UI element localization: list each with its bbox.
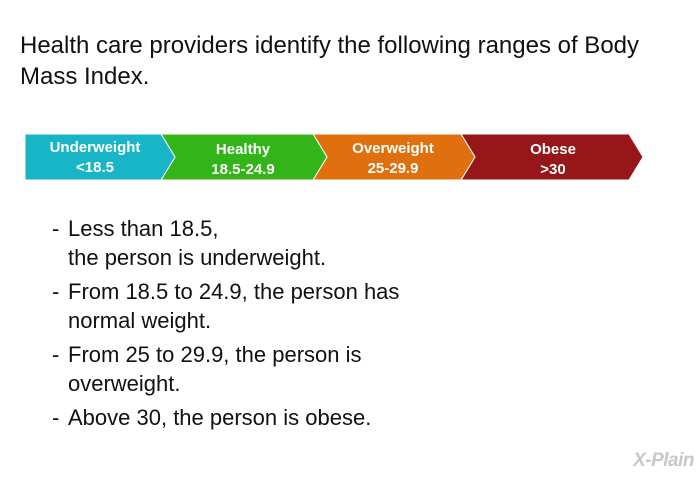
bullet-dash: -: [52, 405, 60, 430]
bullet-underweight: - Less than 18.5, the person is underwei…: [52, 214, 492, 272]
segment-underweight-range: <18.5: [76, 159, 114, 176]
bullet-text-line: Above 30, the person is obese.: [68, 405, 372, 430]
bullet-dash: -: [52, 279, 60, 304]
segment-overweight-name: Overweight: [352, 140, 434, 157]
bmi-range-explanations: - Less than 18.5, the person is underwei…: [52, 214, 492, 437]
segment-overweight-range: 25-29.9: [368, 160, 419, 177]
bullet-text-line: the person is underweight.: [68, 245, 327, 270]
bullet-text-line: From 25 to 29.9, the person is: [68, 342, 362, 367]
bullet-dash: -: [52, 216, 60, 241]
bullet-text-line: normal weight.: [68, 308, 212, 333]
bmi-range-arrow-graphic: Underweight <18.5 Healthy 18.5-24.9 Over…: [25, 134, 644, 180]
segment-healthy-range: 18.5-24.9: [211, 161, 274, 178]
segment-obese-name: Obese: [530, 141, 576, 158]
segment-underweight-name: Underweight: [50, 139, 141, 156]
bullet-obese: - Above 30, the person is obese.: [52, 403, 492, 432]
segment-obese-range: >30: [540, 161, 565, 178]
bullet-overweight: - From 25 to 29.9, the person is overwei…: [52, 340, 492, 398]
bullet-dash: -: [52, 342, 60, 367]
bullet-healthy: - From 18.5 to 24.9, the person has norm…: [52, 277, 492, 335]
x-plain-logo: X-Plain: [633, 450, 694, 471]
bullet-text-line: Less than 18.5,: [68, 216, 219, 241]
intro-text: Health care providers identify the follo…: [20, 32, 640, 90]
segment-underweight: [25, 134, 176, 180]
bullet-text-line: From 18.5 to 24.9, the person has: [68, 279, 400, 304]
bmi-range-bar: Underweight <18.5 Healthy 18.5-24.9 Over…: [25, 134, 645, 180]
segment-healthy-name: Healthy: [216, 141, 271, 158]
bullet-text-line: overweight.: [68, 371, 181, 396]
